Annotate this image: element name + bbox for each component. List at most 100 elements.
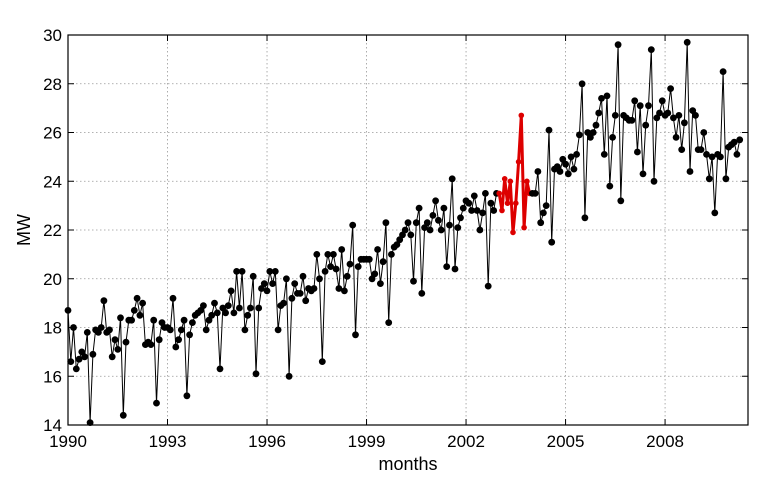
data-point <box>407 231 415 239</box>
data-point <box>570 165 578 173</box>
data-point <box>681 119 688 127</box>
data-point <box>515 159 522 165</box>
highlight-series-line <box>497 113 532 234</box>
data-point <box>183 392 191 400</box>
data-point <box>136 311 144 319</box>
y-tick-label: 30 <box>43 26 62 45</box>
data-point <box>230 309 238 317</box>
data-point <box>468 207 475 214</box>
series <box>64 38 744 426</box>
data-point <box>316 275 323 283</box>
data-point <box>611 112 619 119</box>
data-point <box>83 329 91 336</box>
data-point <box>631 97 639 105</box>
data-point <box>476 226 484 234</box>
data-point <box>227 287 235 295</box>
data-point <box>496 190 503 197</box>
data-point <box>645 102 652 110</box>
data-point <box>374 246 381 253</box>
data-point <box>111 336 119 344</box>
y-axis-label: MW <box>14 214 34 246</box>
data-point <box>67 358 75 365</box>
data-point <box>186 331 194 339</box>
data-point <box>504 200 511 206</box>
data-point <box>388 251 395 258</box>
data-point <box>656 109 663 117</box>
data-point <box>249 272 257 280</box>
data-point <box>404 219 412 227</box>
data-point <box>647 46 655 53</box>
data-point <box>169 294 177 302</box>
data-point <box>114 346 122 353</box>
data-point <box>600 151 608 158</box>
data-point <box>247 304 254 312</box>
data-point <box>473 207 481 214</box>
data-point <box>133 294 141 302</box>
main-series <box>64 175 500 426</box>
data-point <box>697 146 705 154</box>
data-point <box>147 341 155 348</box>
data-point <box>609 134 616 141</box>
data-point <box>119 411 127 419</box>
x-tick-label: 2005 <box>547 432 585 451</box>
data-point <box>208 311 216 319</box>
data-point <box>175 336 183 344</box>
data-point <box>349 221 357 229</box>
data-point <box>97 324 105 331</box>
data-point <box>470 192 478 200</box>
data-point <box>524 178 530 185</box>
data-point <box>670 114 677 122</box>
data-point <box>122 338 130 346</box>
data-point <box>667 85 674 92</box>
data-point <box>324 251 332 258</box>
data-point <box>241 326 249 334</box>
data-point <box>418 290 426 297</box>
x-tick-label: 1993 <box>149 432 187 451</box>
data-point <box>437 226 445 234</box>
data-point <box>507 178 514 185</box>
data-point <box>377 280 384 287</box>
data-point <box>108 353 116 361</box>
x-tick-label: 1996 <box>248 432 286 451</box>
data-point <box>335 285 343 292</box>
data-point <box>490 207 498 214</box>
data-point <box>540 209 547 217</box>
data-point <box>510 229 516 236</box>
data-point <box>346 260 354 268</box>
data-point <box>252 370 260 378</box>
data-point <box>338 246 346 253</box>
data-point <box>548 238 556 246</box>
data-point <box>423 219 431 227</box>
data-point <box>72 365 80 373</box>
data-point <box>484 282 492 290</box>
data-point <box>578 80 586 88</box>
data-point <box>291 280 299 287</box>
data-point <box>606 182 614 190</box>
data-point <box>639 170 647 178</box>
data-point <box>130 307 138 314</box>
data-point <box>302 297 310 305</box>
data-point <box>499 207 505 214</box>
data-point <box>299 272 307 280</box>
data-point <box>595 109 603 117</box>
y-tick-label: 14 <box>43 416 62 435</box>
x-tick-label: 1999 <box>348 432 386 451</box>
data-point <box>581 214 589 222</box>
data-point <box>628 116 636 124</box>
data-point <box>440 204 448 212</box>
x-tick-label: 2002 <box>447 432 485 451</box>
data-point <box>128 316 136 324</box>
data-point <box>451 265 459 273</box>
data-point <box>200 302 207 309</box>
data-point <box>446 221 453 229</box>
data-point <box>642 121 650 129</box>
ticks: 1990 1993 1996 1999 2002 2005 2008 14 16 18 20 22 24… <box>43 26 748 451</box>
data-point <box>177 326 185 334</box>
data-point <box>266 268 274 275</box>
data-point <box>556 168 564 175</box>
data-point <box>106 326 113 334</box>
data-point <box>150 316 158 324</box>
data-point <box>564 170 572 178</box>
